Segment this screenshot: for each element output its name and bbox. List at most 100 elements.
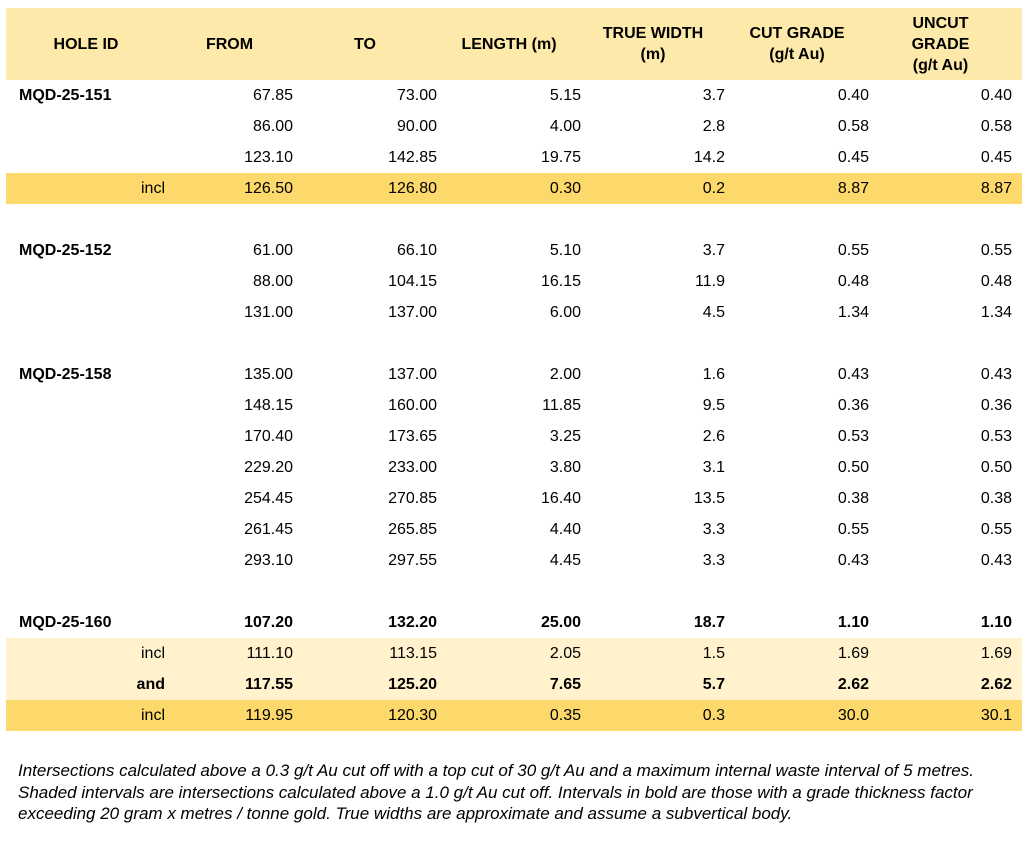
cut-cell: 0.43 <box>837 365 869 383</box>
length-cell: 16.40 <box>540 489 581 507</box>
length-cell: 4.40 <box>549 520 581 538</box>
table-row: MQD-25-160 107.20 132.20 25.00 18.7 1.10 1.10 <box>6 607 1022 638</box>
to-cell: 104.15 <box>388 272 437 290</box>
cut-cell: 1.69 <box>837 644 869 662</box>
header-length: LENGTH (m) <box>461 35 557 53</box>
row-spacer <box>6 328 1022 359</box>
from-cell: 148.15 <box>244 396 293 414</box>
cut-cell: 1.10 <box>837 613 869 631</box>
table-row: incl 119.95 120.30 0.35 0.3 30.0 30.1 <box>6 700 1022 731</box>
uncut-cell: 8.87 <box>980 179 1012 197</box>
to-cell: 270.85 <box>388 489 437 507</box>
table-row: 123.10 142.85 19.75 14.2 0.45 0.45 <box>6 142 1022 173</box>
length-cell: 3.25 <box>549 427 581 445</box>
table-row: 261.45 265.85 4.40 3.3 0.55 0.55 <box>6 514 1022 545</box>
true-width-cell: 3.7 <box>702 241 725 259</box>
cut-cell: 0.55 <box>837 520 869 538</box>
cut-cell: 0.55 <box>837 241 869 259</box>
cut-cell: 8.87 <box>837 179 869 197</box>
length-cell: 19.75 <box>540 148 581 166</box>
to-cell: 113.15 <box>389 644 437 662</box>
cut-cell: 0.40 <box>837 86 869 104</box>
to-cell: 137.00 <box>388 303 437 321</box>
to-cell: 233.00 <box>388 458 437 476</box>
table-row: 131.00 137.00 6.00 4.5 1.34 1.34 <box>6 297 1022 328</box>
uncut-cell: 0.43 <box>980 365 1012 383</box>
length-cell: 3.80 <box>549 458 581 476</box>
to-cell: 173.65 <box>388 427 437 445</box>
length-cell: 0.30 <box>549 179 581 197</box>
cut-cell: 1.34 <box>837 303 869 321</box>
from-cell: 119.95 <box>245 706 293 724</box>
true-width-cell: 11.9 <box>695 272 725 290</box>
uncut-cell: 1.34 <box>980 303 1012 321</box>
table-row: 86.00 90.00 4.00 2.8 0.58 0.58 <box>6 111 1022 142</box>
to-cell: 265.85 <box>388 520 437 538</box>
length-cell: 16.15 <box>540 272 581 290</box>
cut-cell: 0.48 <box>837 272 869 290</box>
uncut-cell: 0.45 <box>980 148 1012 166</box>
to-cell: 297.55 <box>388 551 437 569</box>
true-width-cell: 4.5 <box>702 303 725 321</box>
header-true-width: TRUE WIDTH (m) <box>602 25 704 63</box>
from-cell: 86.00 <box>252 117 293 135</box>
to-cell: 73.00 <box>396 86 437 104</box>
from-cell: 67.85 <box>252 86 293 104</box>
length-cell: 5.15 <box>549 86 581 104</box>
from-cell: 131.00 <box>244 303 293 321</box>
true-width-cell: 9.5 <box>702 396 725 414</box>
length-cell: 4.00 <box>549 117 581 135</box>
uncut-cell: 0.50 <box>980 458 1012 476</box>
true-width-cell: 13.5 <box>693 489 725 507</box>
table-row: 148.15 160.00 11.85 9.5 0.36 0.36 <box>6 390 1022 421</box>
true-width-cell: 3.7 <box>702 86 725 104</box>
interval-qualifier: incl <box>140 179 165 197</box>
table-header: HOLE ID FROM TO LENGTH (m) TRUE WIDTH (m… <box>6 8 1022 80</box>
uncut-cell: 0.55 <box>980 241 1012 259</box>
to-cell: 142.85 <box>388 148 437 166</box>
uncut-cell: 0.48 <box>980 272 1012 290</box>
table-row: MQD-25-158 135.00 137.00 2.00 1.6 0.43 0.43 <box>6 359 1022 390</box>
from-cell: 170.40 <box>244 427 293 445</box>
cut-cell: 0.50 <box>837 458 869 476</box>
hole-id-cell: MQD-25-158 <box>19 365 112 383</box>
from-cell: 123.10 <box>244 148 293 166</box>
true-width-cell: 3.3 <box>702 520 725 538</box>
table-row: 254.45 270.85 16.40 13.5 0.38 0.38 <box>6 483 1022 514</box>
true-width-cell: 0.3 <box>702 706 725 724</box>
cut-cell: 0.53 <box>837 427 869 445</box>
from-cell: 293.10 <box>244 551 293 569</box>
to-cell: 137.00 <box>388 365 437 383</box>
interval-qualifier: and <box>136 675 165 693</box>
from-cell: 126.50 <box>244 179 293 197</box>
uncut-cell: 0.53 <box>980 427 1012 445</box>
header-uncut-grade: UNCUT GRADE (g/t Au) <box>911 14 970 74</box>
true-width-cell: 5.7 <box>702 675 725 693</box>
to-cell: 125.20 <box>388 675 437 693</box>
table-row: and 117.55 125.20 7.65 5.7 2.62 2.62 <box>6 669 1022 700</box>
length-cell: 5.10 <box>549 241 581 259</box>
from-cell: 107.20 <box>244 613 293 631</box>
from-cell: 135.00 <box>244 365 293 383</box>
table-row: 88.00 104.15 16.15 11.9 0.48 0.48 <box>6 266 1022 297</box>
to-cell: 120.30 <box>388 706 437 724</box>
from-cell: 61.00 <box>252 241 293 259</box>
true-width-cell: 1.6 <box>702 365 725 383</box>
uncut-cell: 30.1 <box>980 706 1012 724</box>
cut-cell: 0.45 <box>837 148 869 166</box>
length-cell: 4.45 <box>549 551 581 569</box>
header-hole-id: HOLE ID <box>53 35 119 53</box>
true-width-cell: 2.6 <box>702 427 725 445</box>
cut-cell: 2.62 <box>837 675 869 693</box>
drill-results-table: HOLE ID FROM TO LENGTH (m) TRUE WIDTH (m… <box>6 8 1022 731</box>
uncut-cell: 1.10 <box>980 613 1012 631</box>
interval-qualifier: incl <box>140 706 165 724</box>
cut-cell: 0.58 <box>837 117 869 135</box>
length-cell: 11.85 <box>542 396 581 414</box>
table-row: MQD-25-152 61.00 66.10 5.10 3.7 0.55 0.55 <box>6 235 1022 266</box>
cut-cell: 0.38 <box>837 489 869 507</box>
length-cell: 2.05 <box>549 644 581 662</box>
uncut-cell: 0.55 <box>980 520 1012 538</box>
header-to: TO <box>354 35 376 53</box>
cut-cell: 0.43 <box>837 551 869 569</box>
